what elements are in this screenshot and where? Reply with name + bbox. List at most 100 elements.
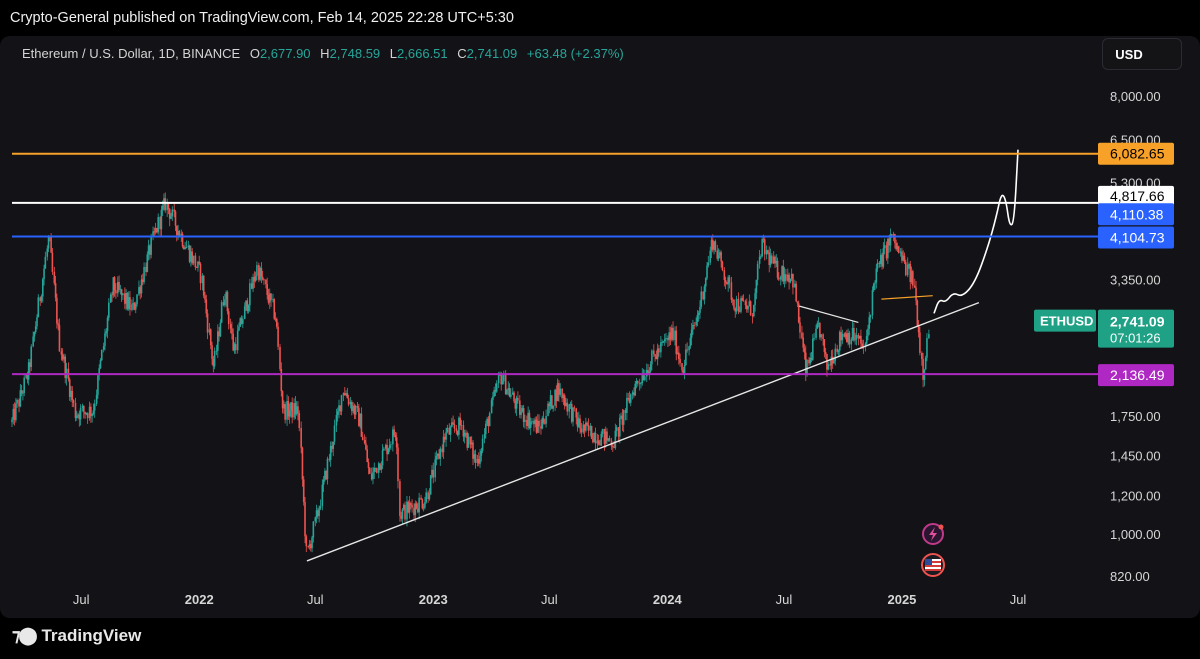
candle	[234, 337, 237, 355]
candle	[288, 403, 291, 424]
candle	[118, 275, 120, 292]
candle	[485, 420, 487, 439]
candle	[869, 314, 872, 323]
candle	[479, 448, 481, 468]
candle	[738, 306, 741, 313]
candle	[844, 331, 847, 340]
candle	[84, 411, 86, 419]
candle	[402, 503, 405, 511]
candle	[280, 362, 283, 397]
candle	[157, 213, 159, 235]
candle	[274, 312, 277, 322]
candle	[204, 291, 206, 303]
candle	[126, 292, 129, 311]
candle	[624, 408, 627, 421]
candle	[132, 297, 134, 311]
candle	[358, 403, 360, 427]
candle	[455, 425, 458, 435]
candle	[209, 328, 212, 350]
svg-text:4,104.73: 4,104.73	[1110, 230, 1165, 246]
candle	[340, 394, 343, 416]
candle	[129, 290, 131, 316]
candle	[113, 275, 116, 297]
candle	[667, 335, 669, 347]
candle	[367, 458, 370, 475]
tradingview-brand[interactable]: ⁊⬤ TradingView	[12, 626, 141, 646]
candle	[265, 278, 267, 289]
candle	[510, 388, 512, 399]
candle	[56, 293, 58, 329]
candle	[452, 415, 454, 425]
candle	[236, 324, 239, 354]
candle	[916, 299, 919, 327]
candle	[373, 462, 376, 479]
price-tag-blue: 4,104.73	[1098, 226, 1174, 249]
y-tick-label: 1,200.00	[1110, 489, 1161, 504]
candle	[692, 319, 694, 335]
candle	[577, 411, 580, 429]
candle	[541, 415, 544, 430]
candle	[41, 277, 44, 303]
candle	[875, 263, 878, 289]
candle	[347, 394, 350, 407]
candle	[184, 241, 186, 250]
candle	[63, 353, 65, 363]
candle	[422, 503, 425, 512]
candle	[34, 321, 37, 334]
candle	[363, 434, 366, 445]
candle	[638, 378, 641, 391]
candle	[291, 397, 293, 424]
candle	[197, 261, 199, 272]
candle	[490, 397, 493, 414]
price-axis[interactable]: 8,000.006,500.005,300.003,350.001,750.00…	[1034, 89, 1174, 584]
candle	[587, 418, 590, 437]
candle	[29, 359, 31, 374]
candle	[808, 357, 810, 367]
candle	[421, 498, 424, 510]
candle	[636, 380, 639, 387]
candle	[611, 442, 614, 452]
candle	[195, 266, 198, 269]
candle	[635, 378, 638, 389]
candle	[575, 407, 578, 425]
candle	[141, 273, 144, 286]
candle	[672, 321, 674, 342]
symbol-tag[interactable]: ETHUSD	[1034, 309, 1096, 332]
candle	[573, 405, 576, 412]
candle	[109, 292, 112, 303]
candle	[314, 516, 317, 527]
y-tick-label: 3,350.00	[1110, 272, 1161, 287]
flash-event-icon[interactable]	[922, 523, 944, 545]
forecast-path	[933, 149, 1019, 314]
candle	[901, 247, 903, 264]
candle	[847, 328, 849, 346]
candle	[495, 380, 498, 393]
us-flag-event-icon[interactable]	[921, 553, 945, 577]
candle	[649, 361, 652, 373]
candle	[439, 446, 442, 466]
candle	[776, 257, 779, 280]
candle	[215, 344, 218, 356]
candle	[922, 352, 924, 388]
candle	[458, 416, 460, 440]
candle	[902, 250, 905, 262]
candle	[538, 414, 540, 434]
candle	[399, 478, 401, 522]
candle	[208, 323, 211, 336]
candle	[813, 332, 815, 341]
currency-button[interactable]: USD	[1102, 38, 1182, 70]
candle	[213, 347, 216, 370]
candle	[353, 403, 356, 420]
candle	[127, 291, 130, 311]
time-axis[interactable]: Jul 2022 Jul 2023 Jul 2024 Jul 2025 Jul	[73, 592, 1026, 607]
candle	[488, 411, 491, 427]
candle	[723, 267, 726, 287]
candle	[183, 245, 185, 250]
candle	[232, 328, 235, 352]
svg-text:2,136.49: 2,136.49	[1110, 367, 1165, 383]
candle	[626, 392, 628, 421]
open-value: 2,677.90	[260, 46, 311, 61]
candle	[528, 409, 531, 430]
